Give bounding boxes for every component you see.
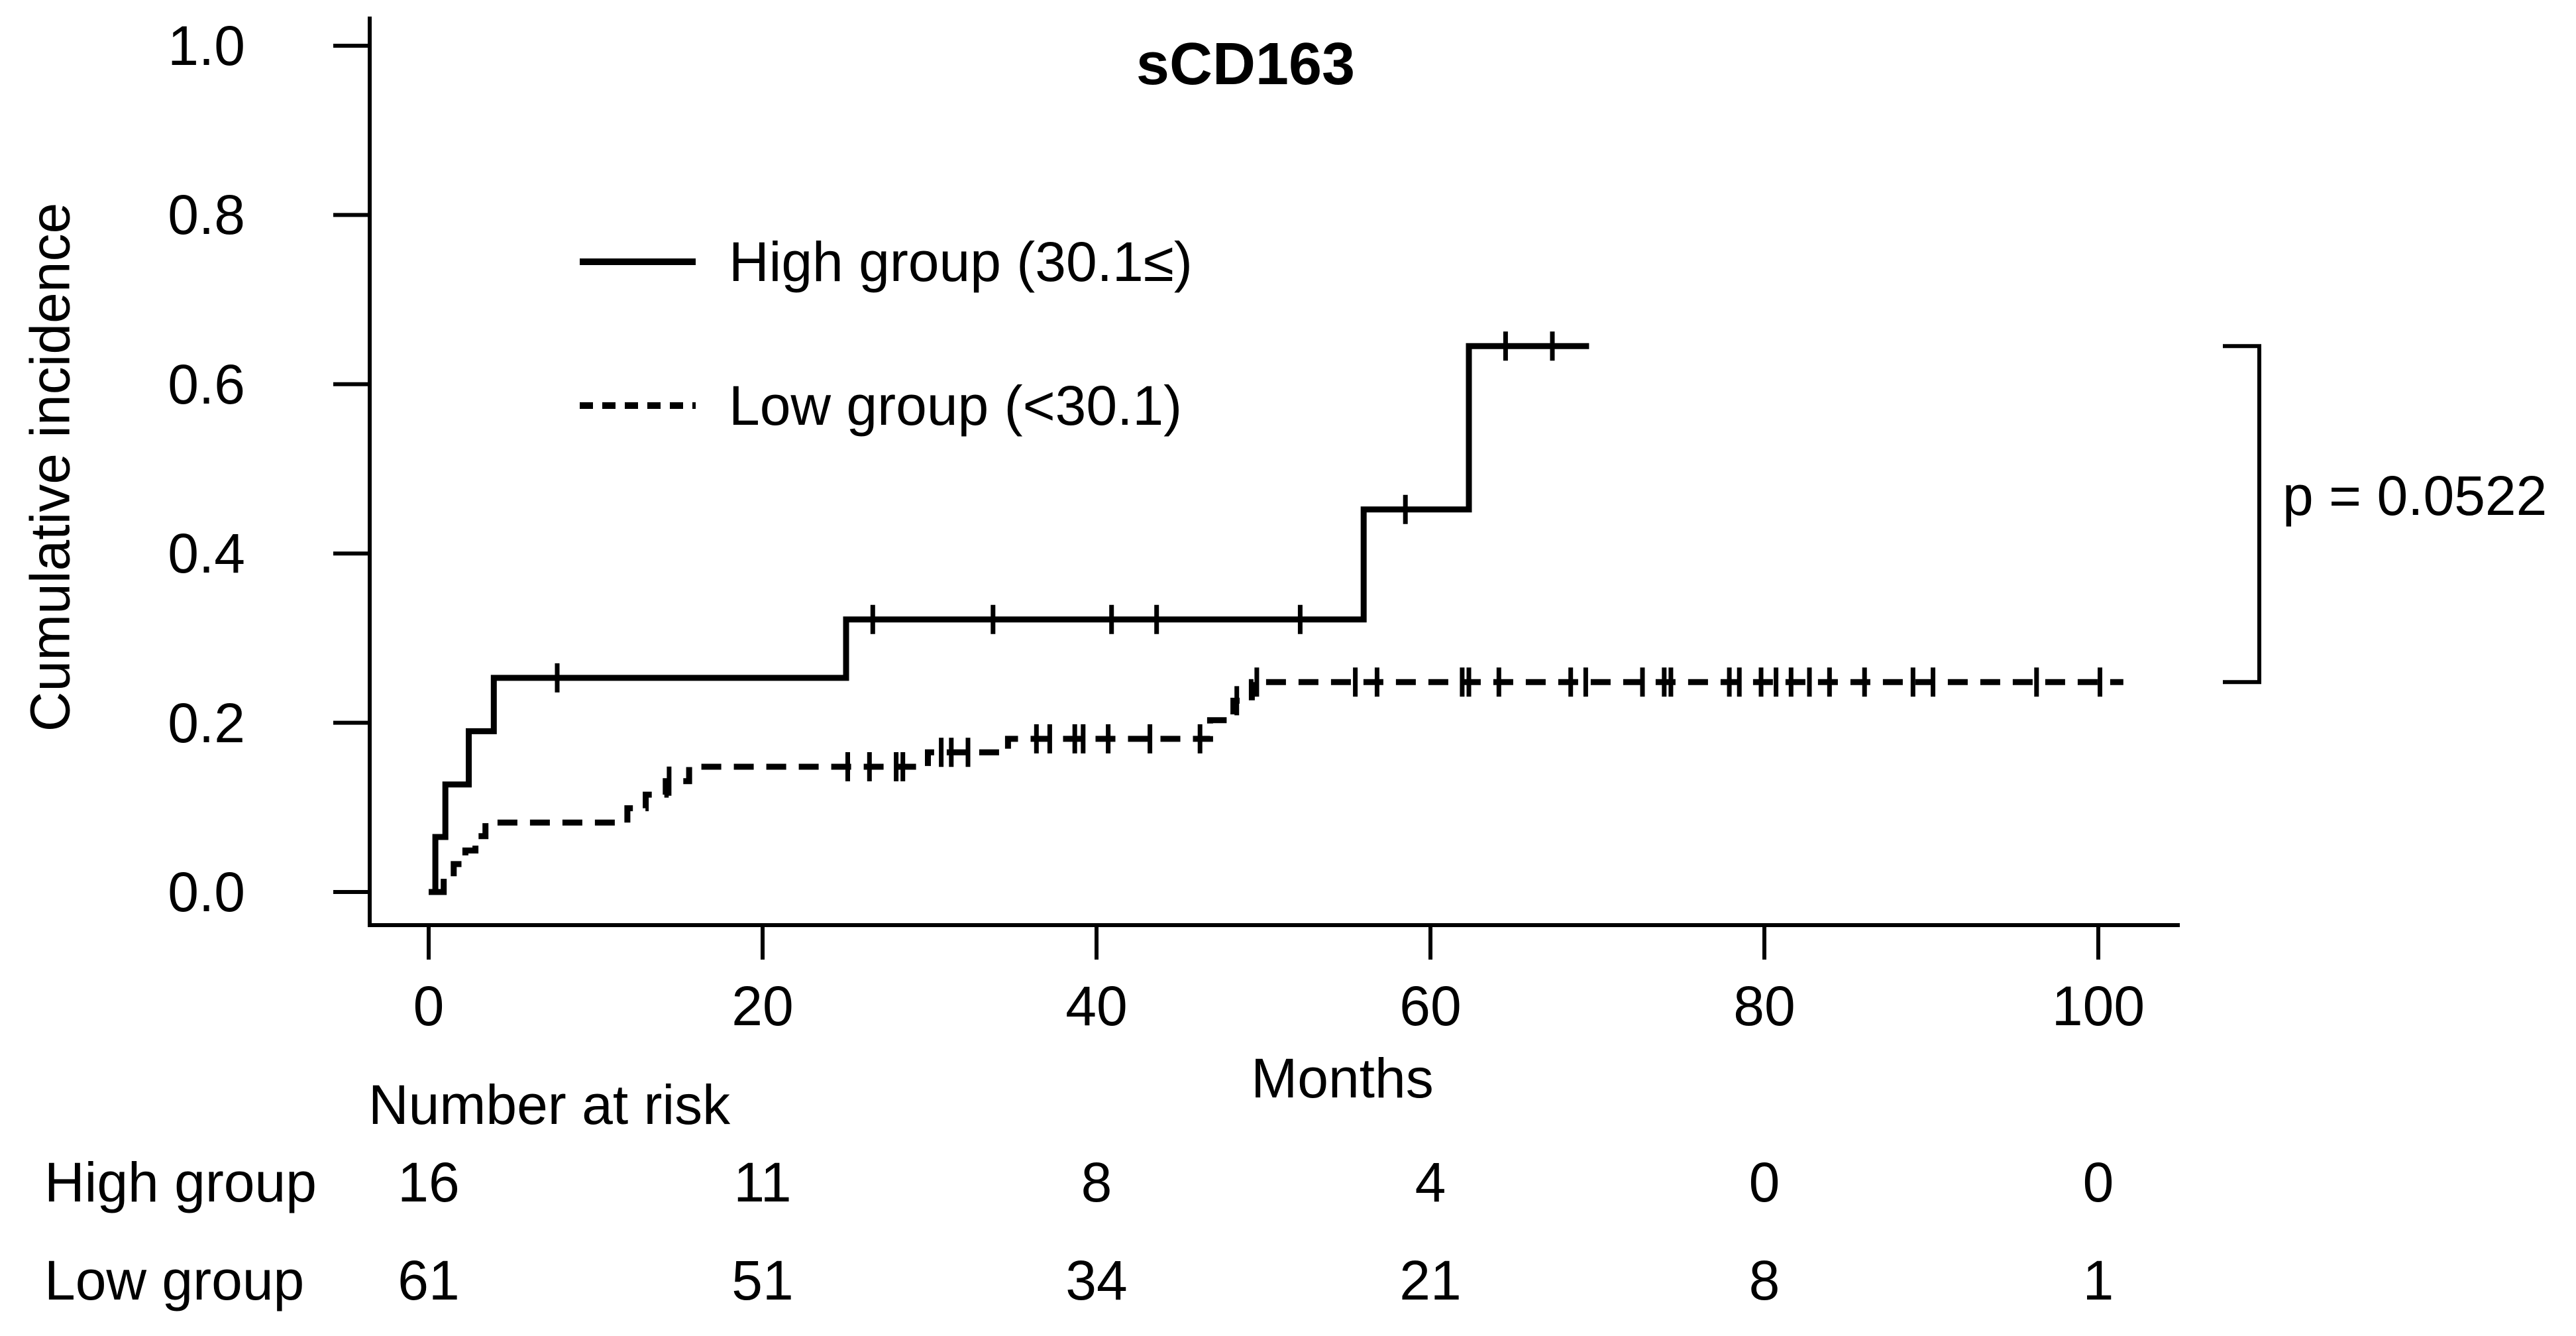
risk-count: 34 [1065, 1249, 1128, 1311]
axes [333, 17, 2180, 960]
risk-count: 8 [1081, 1151, 1112, 1213]
risk-count: 21 [1399, 1249, 1462, 1311]
risk-count: 61 [398, 1249, 460, 1311]
risk-table-header: Number at risk [368, 1074, 731, 1136]
legend-label-high-group: High group (30.1≤) [729, 231, 1193, 293]
risk-count: 0 [1748, 1151, 1780, 1213]
risk-row-label-high: High group [44, 1151, 317, 1213]
p-value-text: p = 0.0522 [2282, 465, 2548, 527]
risk-count: 51 [731, 1249, 794, 1311]
y-tick-label: 0.0 [168, 861, 245, 923]
low-group-curve [437, 679, 2123, 895]
y-tick-label: 0.8 [168, 184, 245, 246]
risk-count: 1 [2082, 1249, 2114, 1311]
y-tick-label: 0.2 [168, 692, 245, 754]
x-tick-label: 0 [413, 975, 445, 1037]
risk-row-label-low: Low group [44, 1249, 305, 1311]
risk-count: 8 [1748, 1249, 1780, 1311]
high-group-censor-ticks [555, 331, 1555, 693]
x-axis-title: Months [1251, 1047, 1434, 1109]
y-tick-label: 0.4 [168, 522, 245, 584]
y-tick-label: 0.6 [168, 353, 245, 416]
chart-title: sCD163 [1136, 31, 1356, 97]
y-axis-title: Cumulative incidence [19, 202, 81, 732]
x-tick-label: 100 [2051, 975, 2145, 1037]
risk-count: 16 [398, 1151, 460, 1213]
x-tick-label: 20 [731, 975, 794, 1037]
high-group-curve [429, 343, 1589, 895]
x-tick-label: 40 [1065, 975, 1128, 1037]
risk-count: 4 [1415, 1151, 1446, 1213]
risk-count: 0 [2082, 1151, 2114, 1213]
p-value-bracket [2223, 344, 2261, 685]
risk-count: 11 [733, 1151, 792, 1213]
x-tick-label: 80 [1733, 975, 1796, 1037]
y-tick-label: 1.0 [168, 15, 245, 77]
x-tick-label: 60 [1399, 975, 1462, 1037]
low-group-censor-ticks [667, 667, 2102, 796]
legend-label-low-group: Low group (<30.1) [729, 374, 1183, 437]
